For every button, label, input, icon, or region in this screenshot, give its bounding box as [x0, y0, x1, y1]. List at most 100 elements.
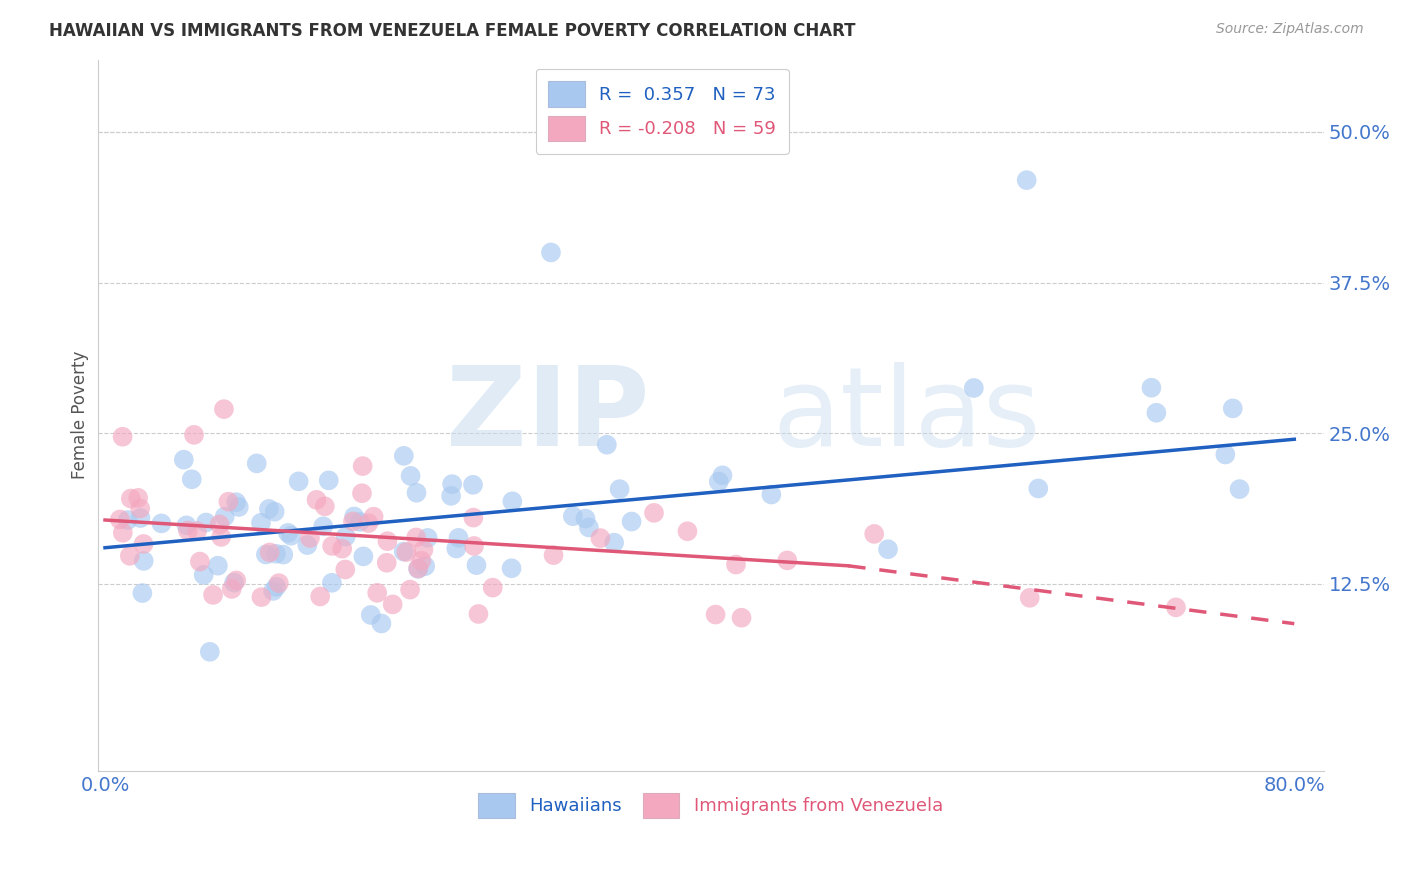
Point [463, 539, 485, 553]
Point [309, 590, 332, 604]
Point [266, 580, 288, 594]
Point [465, 558, 488, 573]
Point [312, 519, 335, 533]
Point [221, 582, 243, 596]
Point [183, 428, 205, 442]
Point [287, 475, 309, 489]
Point [186, 524, 208, 538]
Point [405, 531, 427, 545]
Point [129, 501, 152, 516]
Point [262, 583, 284, 598]
Point [188, 555, 211, 569]
Point [1144, 406, 1167, 420]
Point [335, 530, 357, 544]
Point [481, 581, 503, 595]
Point [225, 495, 247, 509]
Point [250, 590, 273, 604]
Point [589, 531, 612, 545]
Point [335, 562, 357, 576]
Point [277, 525, 299, 540]
Point [202, 588, 225, 602]
Point [1222, 401, 1244, 416]
Point [596, 438, 619, 452]
Text: Source: ZipAtlas.com: Source: ZipAtlas.com [1216, 22, 1364, 37]
Point [724, 558, 747, 572]
Point [297, 538, 319, 552]
Text: ZIP: ZIP [446, 361, 650, 468]
Point [352, 549, 374, 564]
Point [1015, 173, 1038, 187]
Point [207, 558, 229, 573]
Point [131, 586, 153, 600]
Point [271, 548, 294, 562]
Point [730, 611, 752, 625]
Point [761, 487, 783, 501]
Point [1215, 448, 1237, 462]
Point [352, 459, 374, 474]
Point [176, 518, 198, 533]
Point [330, 541, 353, 556]
Point [263, 505, 285, 519]
Point [461, 478, 484, 492]
Point [259, 545, 281, 559]
Point [620, 515, 643, 529]
Point [173, 452, 195, 467]
Point [704, 607, 727, 622]
Point [246, 456, 269, 470]
Point [963, 381, 986, 395]
Point [416, 531, 439, 545]
Point [264, 547, 287, 561]
Point [441, 477, 464, 491]
Point [120, 491, 142, 506]
Point [177, 524, 200, 538]
Point [195, 516, 218, 530]
Point [321, 575, 343, 590]
Point [1018, 591, 1040, 605]
Point [222, 575, 245, 590]
Point [214, 509, 236, 524]
Point [392, 544, 415, 558]
Point [375, 556, 398, 570]
Point [254, 548, 277, 562]
Point [228, 500, 250, 514]
Point [776, 553, 799, 567]
Point [377, 534, 399, 549]
Point [501, 561, 523, 575]
Point [349, 515, 371, 529]
Point [267, 576, 290, 591]
Point [314, 500, 336, 514]
Point [212, 402, 235, 417]
Point [305, 492, 328, 507]
Point [676, 524, 699, 539]
Point [463, 510, 485, 524]
Point [411, 554, 433, 568]
Point [318, 474, 340, 488]
Point [399, 582, 422, 597]
Point [877, 542, 900, 557]
Point [180, 472, 202, 486]
Point [366, 586, 388, 600]
Point [406, 562, 429, 576]
Point [1164, 600, 1187, 615]
Point [440, 489, 463, 503]
Point [298, 531, 321, 545]
Point [357, 516, 380, 530]
Point [360, 607, 382, 622]
Point [540, 245, 562, 260]
Legend: Hawaiians, Immigrants from Venezuela: Hawaiians, Immigrants from Venezuela [471, 786, 950, 826]
Point [707, 475, 730, 489]
Point [467, 607, 489, 621]
Point [250, 516, 273, 530]
Point [209, 530, 232, 544]
Point [447, 531, 470, 545]
Point [609, 482, 631, 496]
Point [117, 513, 139, 527]
Text: atlas: atlas [772, 361, 1040, 468]
Point [111, 525, 134, 540]
Y-axis label: Female Poverty: Female Poverty [72, 351, 89, 479]
Point [711, 468, 734, 483]
Point [395, 545, 418, 559]
Point [111, 430, 134, 444]
Point [208, 517, 231, 532]
Point [132, 537, 155, 551]
